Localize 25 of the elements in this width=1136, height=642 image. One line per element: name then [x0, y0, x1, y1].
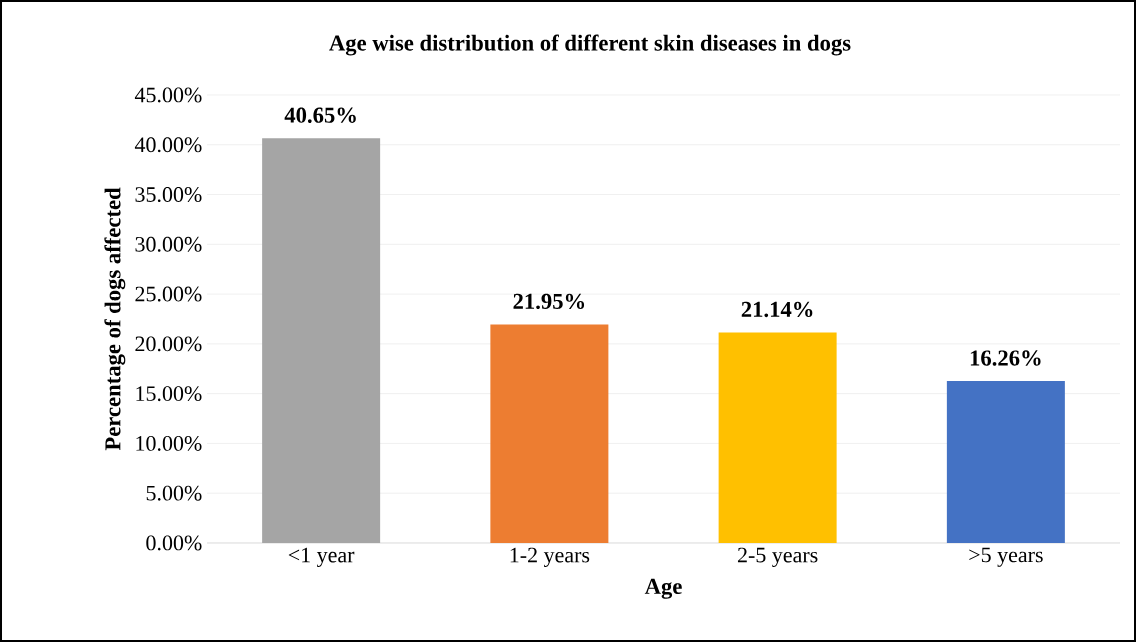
y-tick-label: 10.00%	[136, 435, 202, 451]
data-label: 16.26%	[970, 350, 1041, 366]
data-label: 21.14%	[741, 301, 813, 318]
x-tick-label: <1 year	[288, 547, 355, 567]
y-tick-label: 20.00%	[135, 336, 202, 352]
y-tick-label: 35.00%	[135, 187, 202, 203]
y-axis-title: Percentage of dogs affected	[104, 187, 126, 451]
bar	[946, 381, 1065, 543]
y-tick-label: 30.00%	[135, 236, 202, 252]
x-tick-label: 2-5 years	[737, 547, 818, 568]
x-axis-title: Age	[644, 578, 682, 599]
y-tick-label: 15.00%	[136, 386, 202, 402]
bar	[262, 138, 381, 543]
bar	[718, 332, 837, 543]
x-tick-label: 1-2 years	[510, 547, 590, 568]
data-label: 40.65%	[284, 107, 356, 123]
bar	[490, 324, 609, 543]
y-tick-label: 25.00%	[135, 286, 202, 302]
y-tick-label: 5.00%	[146, 485, 202, 501]
y-tick-label: 40.00%	[134, 137, 202, 153]
x-tick-label: >5 years	[969, 547, 1043, 567]
y-tick-label: 45.00%	[134, 87, 202, 103]
chart-title: Age wise distribution of different skin diseases in dogs	[329, 34, 851, 56]
y-tick-label: 0.00%	[146, 535, 202, 551]
data-label: 21.95%	[513, 293, 585, 310]
